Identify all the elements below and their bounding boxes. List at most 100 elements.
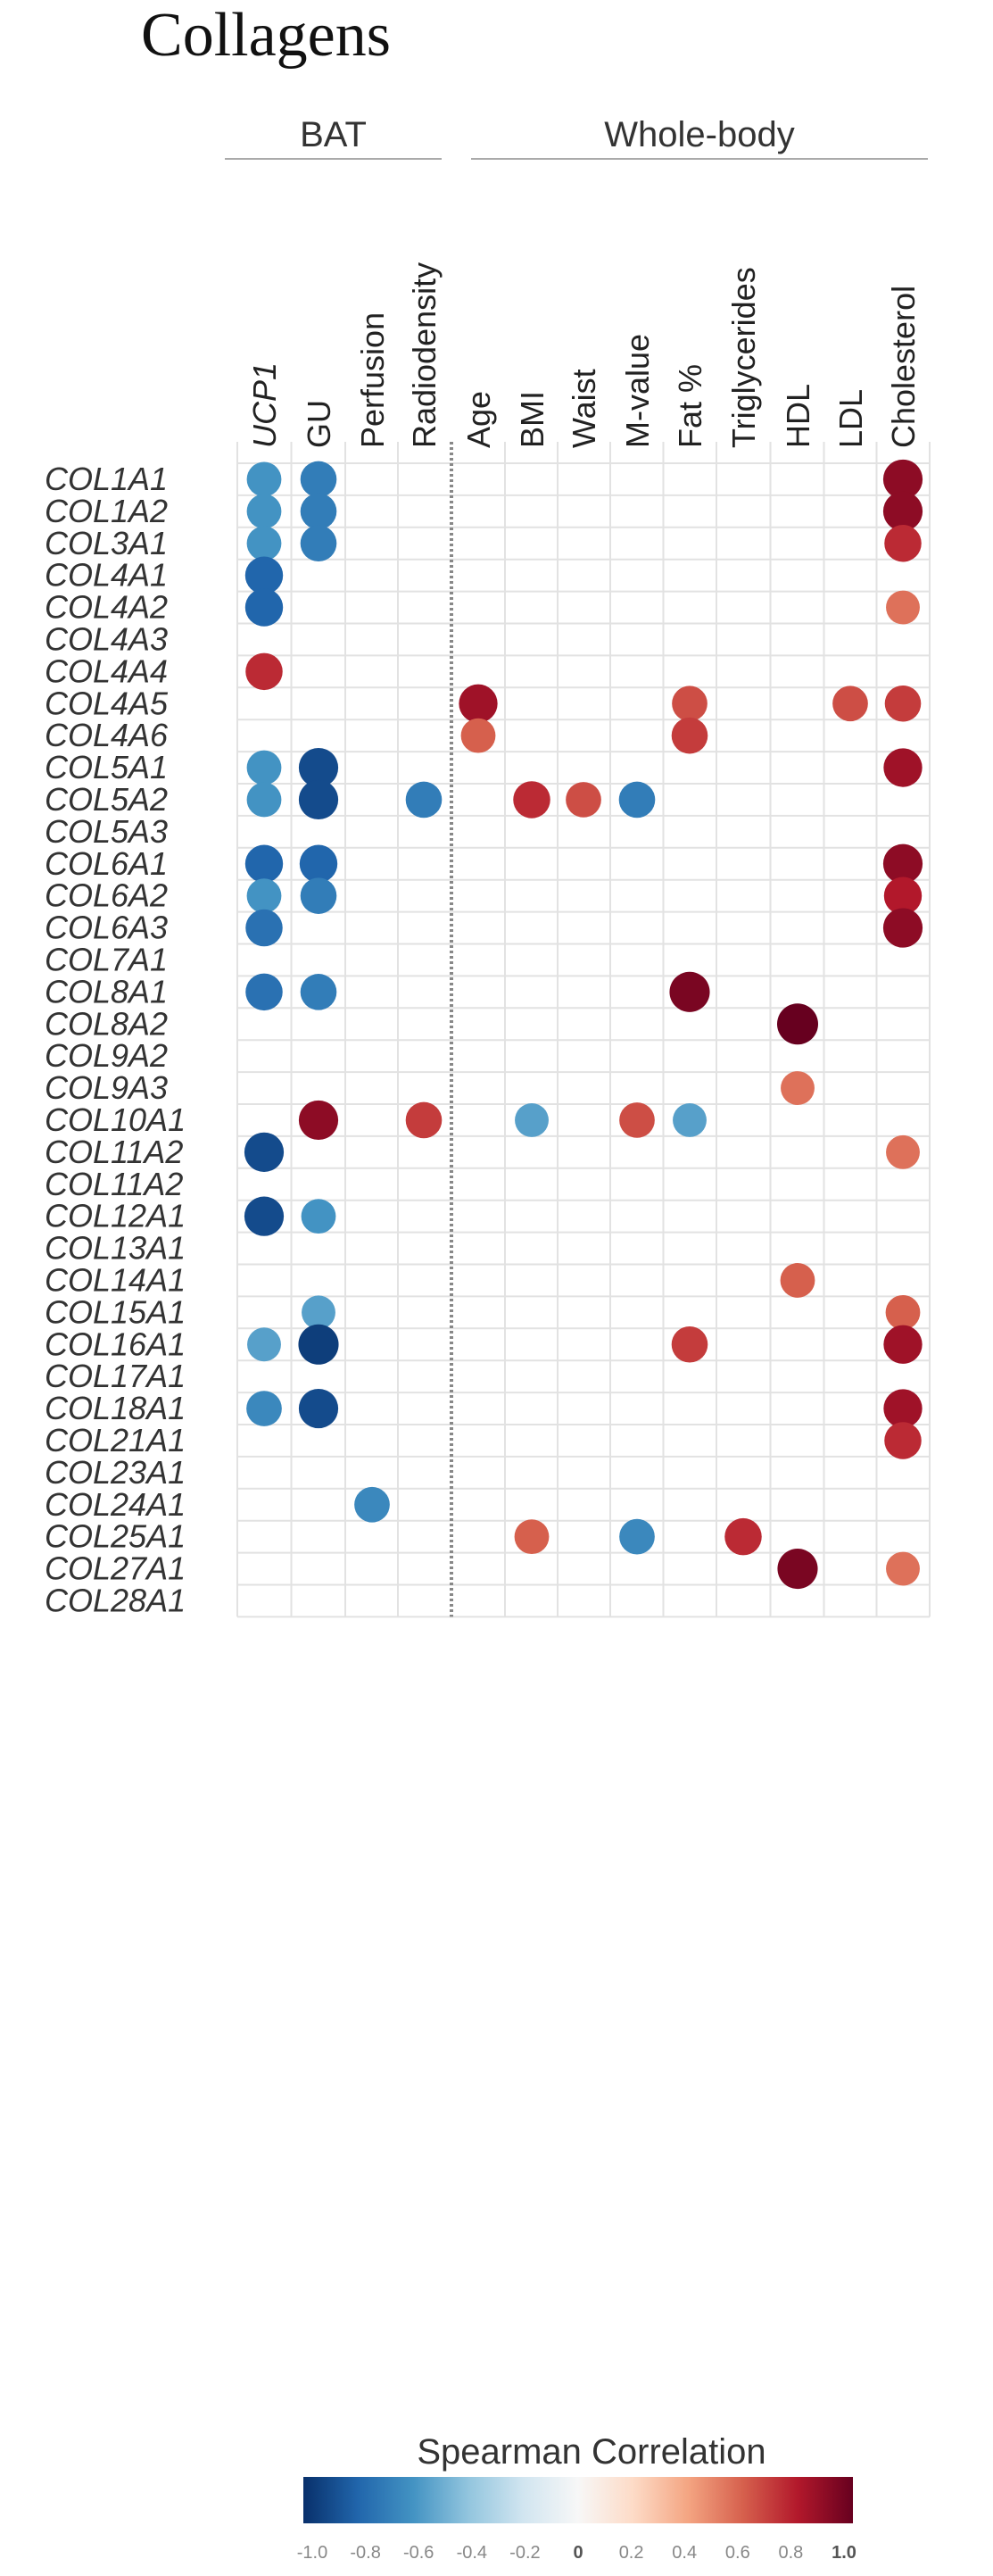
row-label: COL6A2	[45, 877, 168, 914]
correlation-dot-col4a5-age	[459, 684, 498, 723]
correlation-dot-col4a5-fat-	[672, 686, 708, 722]
correlation-dot-col5a2-ucp1	[246, 782, 282, 818]
correlation-dot-col5a2-waist	[566, 782, 601, 818]
column-label-hdl: HDL	[780, 384, 816, 448]
correlation-dot-col9a3-hdl	[781, 1071, 815, 1106]
row-label: COL14A1	[45, 1261, 186, 1298]
color-legend: Spearman Correlation -1.0 -0.8 -0.6 -0.4 -0.…	[297, 2432, 856, 2563]
correlation-dot-col24a1-perfusion	[354, 1486, 390, 1523]
correlation-dot-col10a1-bmi	[515, 1103, 549, 1137]
legend-tick-label: -0.4	[457, 2543, 487, 2563]
row-label: COL10A1	[45, 1101, 186, 1138]
correlation-dot-col4a5-ldl	[832, 686, 868, 722]
legend-tick-label: 0.4	[672, 2543, 697, 2563]
correlation-dot-col21a1-cholesterol	[884, 1422, 922, 1459]
correlation-dot-col10a1-gu	[298, 1100, 339, 1141]
correlation-dot-col4a5-cholesterol	[884, 685, 922, 722]
row-label: COL8A1	[45, 973, 168, 1010]
column-label-bmi: BMI	[514, 391, 550, 448]
row-label: COL4A4	[45, 652, 168, 689]
row-label: COL23A1	[45, 1454, 186, 1491]
column-label-ucp1: UCP1	[246, 362, 283, 448]
row-label: COL27A1	[45, 1550, 186, 1587]
correlation-dot-col1a2-gu	[300, 493, 337, 530]
row-label: COL9A3	[45, 1069, 168, 1106]
correlation-dot-col5a1-ucp1	[246, 750, 282, 785]
legend-tick-label: 0.2	[619, 2543, 644, 2563]
correlation-dot-col25a1-triglycerides	[724, 1517, 762, 1556]
legend-title: Spearman Correlation	[417, 2432, 765, 2472]
correlation-dot-col1a1-cholesterol	[882, 459, 923, 500]
column-label-perfusion: Perfusion	[354, 312, 391, 448]
legend-tick-label: 0	[573, 2543, 583, 2563]
correlation-dot-col3a1-ucp1	[246, 526, 282, 561]
column-label-triglycerides: Triglycerides	[725, 267, 762, 448]
column-group-whole-body: Whole-body	[604, 115, 794, 154]
correlation-dot-col18a1-cholesterol	[883, 1389, 923, 1428]
row-label: COL5A3	[45, 813, 168, 850]
correlation-dot-col27a1-cholesterol	[886, 1551, 920, 1586]
legend-tick-label: 1.0	[832, 2543, 856, 2563]
correlation-dot-col5a2-m-value	[618, 781, 656, 819]
correlation-dots	[244, 459, 923, 1590]
correlation-dot-col14a1-hdl	[780, 1263, 815, 1298]
row-label: COL5A2	[45, 781, 168, 818]
column-label-m-value: M-value	[619, 334, 656, 448]
correlation-dot-col6a3-ucp1	[245, 909, 283, 947]
correlation-dot-col4a2-ucp1	[244, 588, 284, 627]
legend-tick-label: -0.8	[350, 2543, 380, 2563]
legend-tick-label: 0.6	[725, 2543, 750, 2563]
row-label: COL9A2	[45, 1037, 168, 1074]
correlation-dot-col5a2-radiodensity	[405, 781, 443, 819]
row-label: COL12A1	[45, 1198, 186, 1234]
correlation-dot-col16a1-gu	[298, 1324, 339, 1365]
correlation-dot-col6a2-cholesterol	[883, 877, 923, 915]
correlation-dot-col16a1-cholesterol	[883, 1325, 923, 1364]
correlation-dot-col8a2-hdl	[777, 1003, 818, 1045]
legend-ticks: -1.0 -0.8 -0.6 -0.4 -0.2 0 0.2 0.4 0.6 0.8 1.0	[297, 2543, 856, 2563]
correlation-dot-col8a1-ucp1	[245, 973, 283, 1011]
correlation-dot-col10a1-m-value	[619, 1102, 655, 1138]
row-label: COL24A1	[45, 1486, 186, 1523]
legend-tick-label: -1.0	[297, 2543, 327, 2563]
correlation-dot-col1a1-ucp1	[246, 461, 282, 497]
correlation-dot-col1a2-cholesterol	[882, 491, 923, 531]
correlation-dot-col11a2-ucp1	[244, 1132, 285, 1172]
row-label: COL11A2	[45, 1166, 183, 1202]
row-labels: COL1A1COL1A2COL3A1COL4A1COL4A2COL4A3COL4…	[45, 461, 186, 1618]
correlation-dot-col25a1-m-value	[619, 1518, 655, 1555]
legend-tick-label: -0.6	[403, 2543, 434, 2563]
correlation-dot-col1a2-ucp1	[246, 494, 282, 529]
correlation-dot-col5a1-cholesterol	[883, 748, 923, 787]
correlation-dot-col5a1-gu	[298, 747, 339, 788]
correlation-dot-col3a1-gu	[300, 525, 337, 562]
correlation-dot-col15a1-gu	[302, 1295, 335, 1330]
correlation-dot-col6a2-gu	[300, 877, 337, 914]
row-label: COL5A1	[45, 749, 168, 785]
row-label: COL21A1	[45, 1422, 186, 1458]
correlation-dot-col6a1-ucp1	[244, 844, 284, 883]
row-label: COL17A1	[45, 1358, 186, 1394]
legend-tick-label: 0.8	[778, 2543, 803, 2563]
correlation-dot-col4a6-fat-	[671, 717, 708, 754]
row-label: COL4A1	[45, 557, 168, 594]
correlation-dot-col18a1-gu	[298, 1388, 339, 1429]
column-label-waist: Waist	[566, 369, 602, 448]
column-group-bat: BAT	[300, 115, 367, 154]
correlation-dot-col6a1-gu	[299, 844, 338, 883]
row-label: COL6A3	[45, 910, 168, 946]
correlation-dot-col10a1-radiodensity	[405, 1101, 443, 1139]
correlation-dot-col25a1-bmi	[514, 1519, 550, 1555]
row-label: COL3A1	[45, 525, 168, 561]
correlation-dot-col12a1-gu	[301, 1199, 336, 1234]
correlation-dot-col12a1-ucp1	[244, 1196, 285, 1236]
colorbar	[303, 2477, 853, 2523]
correlation-dot-col4a1-ucp1	[244, 556, 284, 594]
column-label-age: Age	[460, 391, 497, 448]
correlation-dot-col10a1-fat-	[673, 1103, 707, 1137]
correlation-dot-col4a4-ucp1	[245, 652, 283, 691]
correlation-dot-col6a3-cholesterol	[882, 908, 923, 948]
row-label: COL18A1	[45, 1390, 186, 1426]
correlation-dot-col11a2-cholesterol	[886, 1134, 920, 1169]
